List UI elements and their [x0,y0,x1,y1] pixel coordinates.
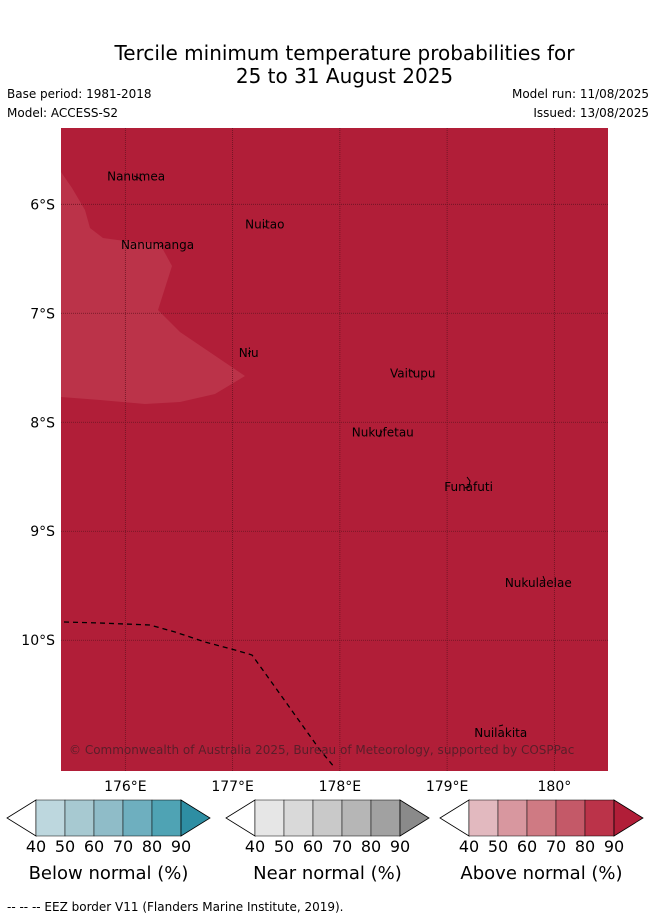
colorbar-segment [283,799,314,837]
colorbar-segment [312,799,343,837]
island-nuitao-shape [262,225,267,228]
colorbar-segment [584,799,615,837]
colorbar [6,799,211,837]
colorbar-segment [370,799,401,837]
island-nuilakita-shape [498,724,504,727]
title-line-2: 25 to 31 August 2025 [235,64,454,88]
place-labels: Nanumea Nuitao Nanumanga Niu Vaitupu Nukufeta… [107,169,572,740]
copyright-notice: © Commonwealth of Australia 2025, Bureau… [69,743,574,757]
colorbar-title: Above normal (%) [460,863,623,884]
colorbar-segment [35,799,66,837]
colorbar-tick-label: 90 [170,837,192,856]
colorbar [225,799,430,837]
colorbar-high-extension [613,799,644,837]
colorbar-tick-label: 80 [141,837,163,856]
longitude-tick-label: 177°E [211,779,254,795]
island-nanumanga-shape [159,244,164,248]
colorbar-tick-label: 70 [545,837,567,856]
colorbar-title: Near normal (%) [253,863,402,884]
colorbar-tick-label: 90 [603,837,625,856]
place-label: Niu [239,346,259,360]
latitude-tick-label: 7°S [30,306,55,322]
colorbar-segment [64,799,95,837]
colorbar-high-extension [180,799,211,837]
island-vaitupu-shape [410,369,416,375]
place-label: Funafuti [444,480,493,494]
colorbar-tick-label: 40 [458,837,480,856]
island-nukufetau-shape [378,430,383,438]
place-label: Nanumanga [121,238,194,252]
longitude-tick-label: 176°E [104,779,147,795]
model-run: Model run: 11/08/2025 [511,87,649,101]
place-label: Nuitao [245,217,284,231]
island-nukulaelae-shape [542,575,546,582]
colorbar-tick-label: 60 [83,837,105,856]
colorbar-tick-label: 50 [273,837,295,856]
place-label: Nukulaelae [505,576,572,590]
colorbar-segment [497,799,528,837]
place-label: Nuilakita [474,726,527,740]
latitude-tick-label: 10°S [21,633,55,649]
colorbar-tick-label: 70 [331,837,353,856]
colorbar-title: Below normal (%) [28,863,189,884]
colorbar-segment [555,799,586,837]
colorbar-segment [93,799,124,837]
colorbar [439,799,644,837]
longitude-tick-label: 179°E [426,779,469,795]
colorbar-tick-label: 40 [25,837,47,856]
latitude-labels: 6°S 7°S 8°S 9°S 10°S [21,197,55,649]
colorbar-tick-label: 50 [54,837,76,856]
island-markers [133,175,546,727]
island-funafuti-shape [464,476,471,489]
colorbar-tick-label: 50 [487,837,509,856]
colorbar-tick-label: 40 [244,837,266,856]
colorbar-high-extension [399,799,430,837]
colorbar-segment [526,799,557,837]
colorbar-tick-label: 60 [302,837,324,856]
colorbar-low-extension [225,799,256,837]
model-name: Model: ACCESS-S2 [7,106,119,120]
issued-date: Issued: 13/08/2025 [533,106,649,120]
colorbar-segment [468,799,499,837]
colorbar-tick-label: 70 [112,837,134,856]
colorbar-segment [151,799,182,837]
colorbar-low-extension [6,799,37,837]
colorbar-tick-label: 80 [574,837,596,856]
colorbar-tick-label: 60 [516,837,538,856]
below-threshold-region [61,172,245,404]
colorbar-segment [341,799,372,837]
probability-map: Nanumea Nuitao Nanumanga Niu Vaitupu Nukufeta… [21,128,608,795]
longitude-tick-label: 180° [538,779,572,795]
longitude-tick-label: 178°E [319,779,362,795]
latitude-tick-label: 6°S [30,197,55,213]
place-label: Vaitupu [390,367,436,381]
island-niu-shape [247,350,252,355]
title-line-1: Tercile minimum temperature probabilitie… [114,41,575,65]
latitude-tick-label: 8°S [30,415,55,431]
latitude-tick-label: 9°S [30,524,55,540]
colorbar-segment [254,799,285,837]
eez-border [63,621,336,769]
colorbar-tick-label: 80 [360,837,382,856]
map-background [61,128,608,771]
eez-legend-note: -- -- -- EEZ border V11 (Flanders Marine… [7,900,344,914]
colorbar-tick-label: 90 [389,837,411,856]
island-nanumea-shape [133,175,143,182]
colorbar-low-extension [439,799,470,837]
base-period: Base period: 1981-2018 [7,87,152,101]
longitude-labels: 176°E 177°E 178°E 179°E 180° [104,779,571,795]
place-label: Nukufetau [352,425,414,439]
colorbar-segment [122,799,153,837]
place-label: Nanumea [107,169,165,183]
